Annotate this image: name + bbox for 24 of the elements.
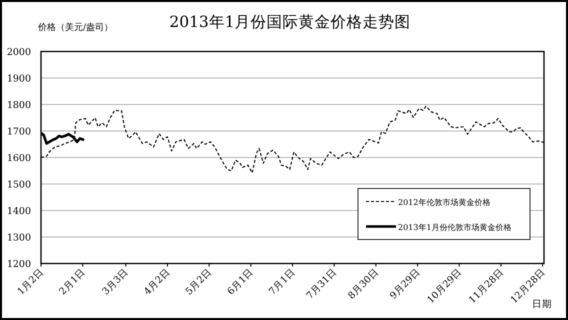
x-tick-label: 7月31日 bbox=[304, 266, 340, 302]
legend-label: 2012年伦敦市场黄金价格 bbox=[398, 198, 490, 207]
x-tick-label: 10月29日 bbox=[425, 266, 464, 306]
x-tick-label: 6月1日 bbox=[225, 266, 256, 298]
y-axis-title: 价格（美元/盎司） bbox=[37, 22, 114, 33]
y-tick-label: 1500 bbox=[6, 180, 31, 190]
x-axis-title: 日期 bbox=[532, 298, 552, 310]
y-tick-label: 1600 bbox=[6, 153, 31, 164]
x-tick-label: 9月29日 bbox=[388, 266, 423, 302]
x-tick-label: 7月1日 bbox=[267, 266, 298, 298]
x-tick-label: 8月30日 bbox=[346, 266, 381, 302]
y-tick-label: 1300 bbox=[6, 232, 31, 244]
y-tick-label: 1800 bbox=[6, 100, 31, 111]
y-tick-label: 2000 bbox=[6, 47, 31, 58]
y-tick-label: 1700 bbox=[6, 126, 31, 138]
x-tick-label: 3月3日 bbox=[100, 266, 131, 298]
x-tick-label: 4月2日 bbox=[142, 266, 173, 298]
legend-label: 2013年1月份伦敦市场黄金价格 bbox=[398, 223, 512, 232]
chart-title: 2013年1月份国际黄金价格走势图 bbox=[169, 13, 411, 31]
y-tick-label: 1900 bbox=[6, 74, 31, 84]
x-tick-label: 11月28日 bbox=[467, 266, 506, 306]
x-tick-label: 2月1日 bbox=[57, 266, 88, 298]
y-tick-label: 1400 bbox=[6, 206, 31, 217]
x-tick-label: 5月2日 bbox=[184, 266, 214, 298]
